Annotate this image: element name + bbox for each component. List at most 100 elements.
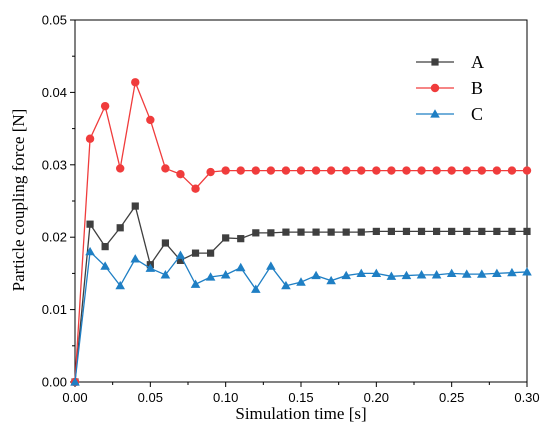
series-c-point <box>205 272 216 281</box>
plot-frame <box>74 19 528 383</box>
series-b-point <box>372 166 381 175</box>
series-c-point <box>160 270 171 279</box>
series-b-point <box>507 166 517 175</box>
x-tick-label: 0.05 <box>138 390 163 405</box>
series-b-point <box>266 166 276 175</box>
series-c-point <box>235 262 246 272</box>
series-a-point <box>327 228 335 236</box>
series-a-point <box>237 235 245 243</box>
series-c-point <box>220 270 231 279</box>
x-tick-label: 0.25 <box>439 390 464 405</box>
series-a-point <box>176 256 185 264</box>
series-c-point <box>522 267 532 276</box>
series-b-point <box>161 164 170 173</box>
series-a-point <box>372 227 380 236</box>
series-a-point <box>101 243 109 251</box>
series-a-point <box>207 249 215 257</box>
series-b-point <box>447 166 456 175</box>
series-a-point <box>493 227 501 236</box>
series-b-point <box>387 166 396 175</box>
series-a-point <box>523 227 531 236</box>
series-b-point <box>236 166 245 175</box>
series-c-point <box>115 280 125 290</box>
y-tick-label: 0.01 <box>42 302 67 317</box>
series-b-point <box>296 166 306 175</box>
y-tick-label: 0.00 <box>42 375 67 390</box>
series-c-point <box>416 270 427 279</box>
series-c-point <box>266 261 276 270</box>
series-a-point <box>508 227 516 236</box>
series-b-point <box>100 101 110 111</box>
series-a-point <box>86 220 94 228</box>
series-b-point <box>462 166 471 175</box>
axes: 0.00 0.05 0.10 0.15 0.20 0.25 0.30 0.00 0.01 0.02… <box>42 13 540 406</box>
series-b-point <box>417 166 426 175</box>
series-c-point <box>371 268 382 277</box>
series-c-point <box>446 268 457 277</box>
series-c-point <box>85 246 95 256</box>
series-c-point <box>356 268 367 277</box>
y-tick-label: 0.04 <box>42 85 67 100</box>
series-b-point <box>357 166 366 175</box>
series-c-point <box>296 277 306 286</box>
series-b-point <box>281 166 291 175</box>
series-a-point <box>267 229 275 237</box>
legend-label-a: A <box>471 52 484 72</box>
legend-item-c: C <box>416 104 483 124</box>
series-c-point <box>431 270 442 279</box>
series-b-point <box>477 166 486 175</box>
series-c-point <box>341 270 351 280</box>
series-c-point <box>190 279 201 288</box>
series-b-point <box>221 166 230 175</box>
series-a-point <box>357 228 365 236</box>
series-b-point <box>492 166 502 175</box>
x-tick-label: 0.30 <box>514 390 539 405</box>
series-c <box>70 246 532 386</box>
y-tick-label: 0.02 <box>42 230 67 245</box>
series-b-point <box>402 166 411 175</box>
series-c-point <box>492 268 502 277</box>
series-c-point <box>326 275 336 285</box>
series-b-point <box>522 166 532 175</box>
series-c-line <box>74 250 528 383</box>
series-b-point <box>251 166 260 175</box>
x-tick-label: 0.15 <box>288 390 313 405</box>
series-a-point <box>161 239 169 247</box>
series-c-point <box>100 261 110 270</box>
series-c-point <box>130 254 141 263</box>
series-a-point <box>417 227 426 236</box>
series-a-point <box>131 202 139 210</box>
series-a-point <box>387 227 395 236</box>
y-tick-label: 0.03 <box>42 157 67 172</box>
legend-marker-c <box>430 109 440 118</box>
x-tick-label: 0.20 <box>364 390 389 405</box>
series-a-point <box>448 227 456 236</box>
legend: ABC <box>416 52 484 124</box>
series-a-point <box>191 249 200 257</box>
series-a-point <box>478 227 486 236</box>
series-c-point <box>70 377 80 386</box>
x-tick-label: 0.00 <box>62 390 87 405</box>
y-tick-label: 0.05 <box>42 13 67 28</box>
legend-item-b: B <box>416 78 483 98</box>
series-c-point <box>281 280 291 290</box>
series-b-point <box>131 78 140 87</box>
legend-marker-b <box>430 83 440 93</box>
series-a <box>71 202 531 386</box>
x-tick-label: 0.10 <box>213 390 238 405</box>
series-c-point <box>401 270 412 280</box>
legend-label-b: B <box>471 78 483 98</box>
series-a-point <box>252 229 260 237</box>
series-c-point <box>386 271 397 280</box>
series-a-point <box>433 227 441 236</box>
series-b-point <box>146 115 155 125</box>
series-b-point <box>85 134 95 143</box>
y-axis-title: Particle coupling force [N] <box>9 109 28 292</box>
series-a-point <box>312 228 320 236</box>
series-c-point <box>251 284 261 293</box>
series-b-point <box>116 164 125 173</box>
series-b <box>70 78 532 387</box>
series-c-point <box>175 250 186 259</box>
series-a-point <box>116 224 124 232</box>
